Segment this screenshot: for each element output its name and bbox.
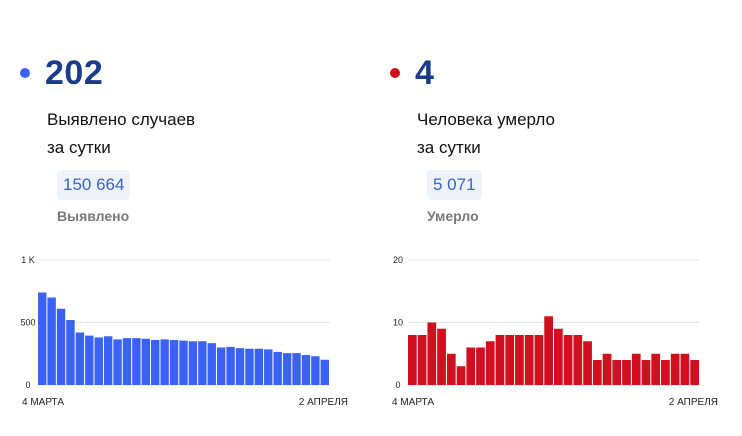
cases-bar (66, 320, 75, 385)
cases-bar (264, 349, 273, 386)
deaths-bar (476, 347, 485, 385)
cases-y-tick-label: 500 (20, 318, 35, 328)
deaths-x-start-label: 4 МАРТА (392, 397, 434, 408)
deaths-bar (495, 335, 505, 385)
deaths-caption-line2: за сутки (417, 138, 481, 157)
deaths-x-end-label: 2 АПРЕЛЯ (669, 397, 718, 408)
cases-y-tick-label: 1 K (21, 255, 35, 265)
deaths-bar (670, 353, 680, 385)
cases-headline: 202 (18, 52, 103, 94)
cases-bar (75, 332, 85, 385)
cases-bar (85, 335, 94, 386)
cases-caption-line2: за сутки (47, 138, 111, 157)
cases-total-badge: 150 664 (57, 170, 131, 200)
cases-bar (160, 339, 169, 386)
cases-bar (301, 355, 311, 385)
cases-dot-icon (20, 68, 30, 78)
deaths-bar (534, 335, 544, 385)
deaths-daily-value: 4 (415, 53, 435, 92)
cases-bar (216, 347, 226, 385)
cases-bar (282, 353, 292, 386)
cases-bar (311, 356, 320, 385)
deaths-total-badge: 5 071 (427, 170, 482, 200)
cases-bar (141, 338, 151, 385)
deaths-bar (661, 360, 670, 385)
deaths-bar (641, 360, 651, 385)
deaths-bar (563, 335, 573, 385)
deaths-bar (544, 316, 553, 385)
deaths-headline: 4 (388, 52, 434, 94)
deaths-bar (515, 335, 524, 385)
deaths-bar (446, 353, 456, 385)
cases-bar (273, 351, 282, 386)
cases-bar (113, 339, 122, 386)
deaths-bar (680, 353, 690, 385)
deaths-bar (592, 360, 602, 385)
deaths-y-tick-label: 10 (393, 318, 403, 328)
cases-bar (188, 341, 198, 385)
cases-bar (179, 340, 188, 386)
deaths-bar (456, 366, 466, 385)
deaths-bar (505, 335, 515, 385)
deaths-total-label: Умерло (427, 208, 479, 224)
cases-bar (226, 346, 235, 386)
cases-bar (320, 359, 329, 385)
cases-bar (47, 297, 56, 385)
cases-bar (169, 340, 179, 385)
cases-bar (122, 338, 132, 386)
deaths-bar (408, 335, 417, 385)
deaths-bar (690, 360, 699, 385)
deaths-bar (485, 341, 495, 385)
cases-bar (235, 348, 245, 386)
deaths-bar (573, 335, 583, 385)
deaths-bar (602, 353, 612, 385)
cases-total-label: Выявлено (57, 208, 130, 224)
cases-caption-line1: Выявлено случаев (47, 110, 196, 129)
cases-bar (94, 337, 103, 385)
cases-bar (198, 341, 207, 385)
cases-bar (132, 338, 141, 386)
cases-bar (56, 308, 66, 385)
cases-bar (103, 336, 113, 385)
deaths-caption-line1: Человека умерло (417, 110, 555, 129)
cases-bar (151, 340, 160, 385)
cases-bar (38, 292, 47, 385)
deaths-bar (631, 353, 641, 385)
deaths-bar (554, 328, 563, 385)
deaths-y-tick-label: 20 (393, 255, 403, 265)
deaths-bar (437, 328, 446, 385)
cases-daily-value: 202 (45, 53, 104, 92)
deaths-bar (612, 360, 622, 385)
cases-y-tick-label: 0 (25, 380, 30, 390)
deaths-dot-icon (390, 68, 400, 78)
cases-x-start-label: 4 МАРТА (22, 397, 64, 408)
deaths-bar (622, 360, 631, 385)
cases-bar-chart: 0 500 1 K 4 МАРТА 2 АПРЕЛЯ (20, 255, 348, 408)
deaths-y-tick-label: 0 (395, 380, 400, 390)
cases-panel: 202 Выявлено случаев за сутки 150 664 Вы… (18, 0, 358, 436)
deaths-bar (583, 341, 592, 385)
deaths-bar (651, 353, 661, 385)
cases-caption: Выявлено случаев за сутки (47, 106, 195, 162)
cases-bar (207, 343, 216, 386)
cases-x-end-label: 2 АПРЕЛЯ (299, 397, 348, 408)
deaths-bar (427, 322, 437, 385)
deaths-bar-chart: 0 10 20 4 МАРТА 2 АПРЕЛЯ (392, 255, 718, 408)
deaths-bar (524, 335, 534, 385)
cases-bar (245, 348, 254, 385)
deaths-bar (417, 335, 427, 385)
deaths-panel: 4 Человека умерло за сутки 5 071 Умерло … (388, 0, 728, 436)
cases-bar (292, 353, 301, 386)
deaths-bar (466, 347, 476, 385)
cases-bar (254, 348, 264, 385)
deaths-caption: Человека умерло за сутки (417, 106, 555, 162)
